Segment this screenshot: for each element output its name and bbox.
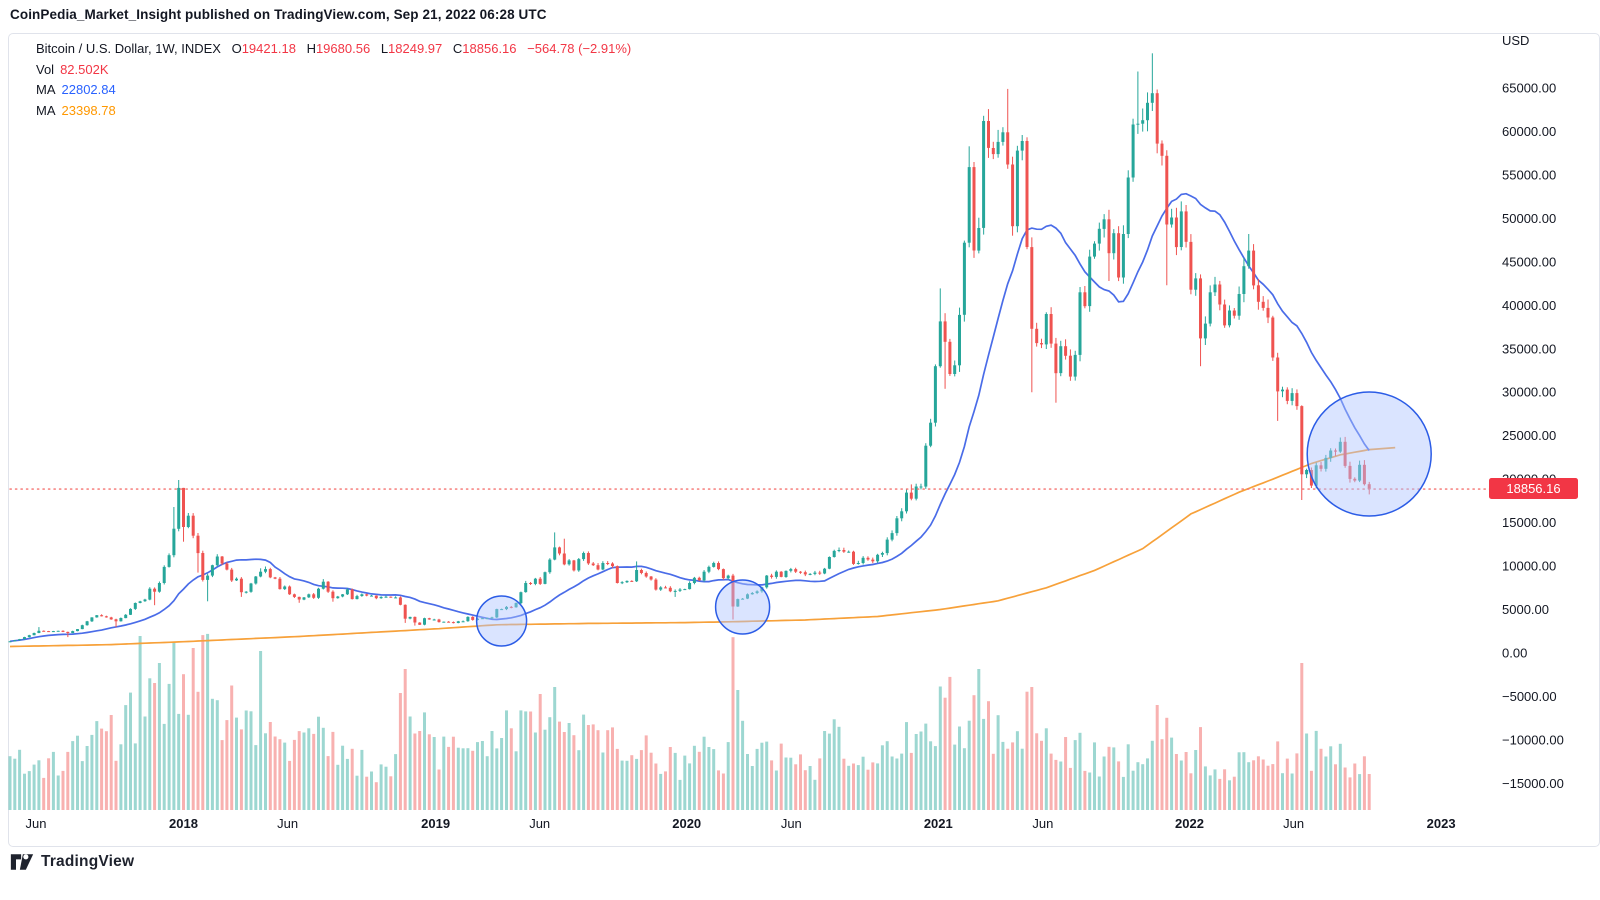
chart-legend: Bitcoin / U.S. Dollar, 1W, INDEX O19421.… (36, 39, 631, 121)
tradingview-watermark-text: TradingView (41, 853, 135, 870)
volume-label: Vol (36, 61, 55, 77)
x-axis-tick-label: 2023 (1427, 816, 1456, 831)
legend-ma-short-row: MA 22802.84 (36, 80, 631, 101)
ma-long-label: MA (36, 102, 56, 118)
highlight-circle (1306, 391, 1432, 517)
y-axis-tick-label: 15000.00 (1502, 515, 1556, 530)
x-axis-tick-label: Jun (1283, 816, 1304, 831)
legend-symbol-row: Bitcoin / U.S. Dollar, 1W, INDEX O19421.… (36, 39, 631, 60)
tradingview-logo-icon (10, 854, 34, 870)
y-axis-tick-label: 30000.00 (1502, 385, 1556, 400)
y-axis-tick-label: 0.00 (1502, 646, 1527, 661)
y-axis-tick-label: 55000.00 (1502, 167, 1556, 182)
y-axis-tick-label: 25000.00 (1502, 428, 1556, 443)
x-axis-tick-label: 2019 (421, 816, 450, 831)
y-axis-unit-label: USD (1502, 33, 1529, 48)
publisher-line: CoinPedia_Market_Insight published on Tr… (10, 7, 547, 22)
x-axis-labels: Jun 2018 Jun 2019 Jun 2020 Jun 2021 Jun 2022 Jun 20… (26, 816, 1456, 831)
y-axis-tick-label: 35000.00 (1502, 341, 1556, 356)
high-value: 19680.56 (315, 41, 371, 56)
y-axis-labels: USD 65000.00 60000.00 55000.00 50000.00 45000… (1502, 33, 1564, 791)
candles-layer (8, 53, 1371, 643)
y-axis-tick-label: 60000.00 (1502, 124, 1556, 139)
volume-value: 82.502K (60, 61, 109, 77)
symbol-title[interactable]: Bitcoin / U.S. Dollar, 1W, INDEX (36, 41, 221, 56)
y-axis-tick-label: 50000.00 (1502, 211, 1556, 226)
y-axis-tick-label: 45000.00 (1502, 254, 1556, 269)
ma-long-value: 23398.78 (61, 102, 116, 118)
y-axis-tick-label: −5000.00 (1502, 689, 1557, 704)
open-label: O (231, 41, 242, 56)
y-axis-tick-label: 65000.00 (1502, 81, 1556, 96)
ma-long-line (9, 446, 1396, 648)
legend-volume-row: Vol 82.502K (36, 60, 631, 81)
x-axis-tick-label: 2020 (672, 816, 701, 831)
ma-short-value: 22802.84 (61, 82, 116, 97)
ma-short-line (9, 192, 1370, 643)
open-value: 19421.18 (241, 41, 296, 56)
tradingview-watermark[interactable]: TradingView (10, 851, 134, 873)
x-axis-tick-label: Jun (529, 816, 550, 831)
high-label: H (306, 41, 316, 56)
low-value: 18249.97 (388, 41, 443, 56)
highlight-circles-layer (475, 391, 1432, 647)
volume-bars-layer (8, 633, 1371, 810)
highlight-circle (475, 595, 528, 647)
y-axis-tick-label: −10000.00 (1502, 732, 1564, 747)
y-axis-tick-label: 10000.00 (1502, 559, 1556, 574)
last-price-tag: 18856.16 (1489, 478, 1578, 499)
y-axis-tick-label: 5000.00 (1502, 602, 1549, 617)
highlight-circle (714, 579, 771, 635)
y-axis-tick-label: 40000.00 (1502, 298, 1556, 313)
y-axis-tick-label: −15000.00 (1502, 776, 1564, 791)
ma-short-label: MA (36, 82, 56, 97)
close-label: C (452, 41, 463, 56)
x-axis-tick-label: 2021 (924, 816, 953, 831)
x-axis-tick-label: Jun (277, 816, 298, 831)
close-value: 18856.16 (462, 41, 517, 56)
x-axis-tick-label: Jun (781, 816, 802, 831)
x-axis-tick-label: Jun (1032, 816, 1053, 831)
legend-ma-long-row: MA 23398.78 (36, 101, 631, 122)
change-value: −564.78 (−2.91%) (527, 41, 632, 56)
x-axis-tick-label: 2018 (169, 816, 198, 831)
x-axis-tick-label: Jun (26, 816, 47, 831)
low-label: L (380, 41, 389, 56)
x-axis-tick-label: 2022 (1175, 816, 1204, 831)
